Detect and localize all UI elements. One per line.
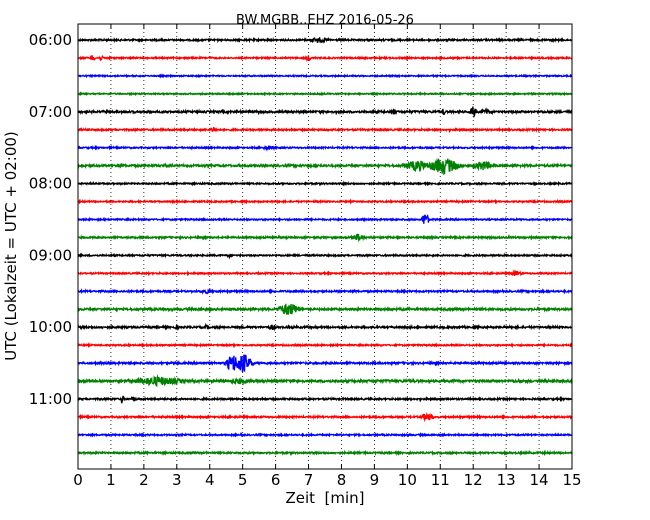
trace-0700: [77, 106, 573, 119]
trace-0900: [77, 252, 573, 260]
y-tick-label: 09:00: [29, 246, 72, 264]
y-tick-label: 10:00: [29, 318, 72, 336]
x-tick-label: 1: [106, 471, 116, 489]
x-tick-label: 5: [238, 471, 248, 489]
y-axis-label: UTC (Lokalzeit = UTC + 02:00): [2, 131, 20, 361]
x-tick-label: 8: [337, 471, 347, 489]
trace-0915: [77, 269, 573, 277]
x-tick-label: 9: [370, 471, 380, 489]
x-tick-label: 6: [271, 471, 281, 489]
x-tick-label: 15: [562, 471, 581, 489]
grid: [110, 24, 540, 469]
plot-frame: [77, 23, 573, 470]
trace-0930: [77, 288, 573, 295]
trace-0630: [77, 73, 573, 79]
trace-0600: [77, 36, 573, 44]
y-axis-ticks: 06:00 07:00 08:00 09:00 10:00 11:00: [29, 31, 572, 408]
chart-title: BW.MGBB..EHZ 2016-05-26: [236, 13, 414, 28]
x-tick-label: 10: [398, 471, 417, 489]
trace-0645: [77, 91, 573, 97]
x-tick-label: 2: [139, 471, 149, 489]
x-tick-label: 11: [431, 471, 450, 489]
trace-1130: [77, 431, 573, 438]
trace-0845: [77, 233, 573, 243]
trace-0715: [77, 126, 573, 134]
x-tick-label: 3: [172, 471, 182, 489]
trace-1115: [77, 412, 573, 423]
trace-1000: [77, 322, 573, 332]
x-tick-label: 14: [530, 471, 549, 489]
trace-1145: [77, 449, 573, 457]
trace-0830: [77, 213, 573, 224]
y-tick-label: 06:00: [29, 31, 72, 49]
x-tick-label: 13: [497, 471, 516, 489]
x-tick-label: 12: [464, 471, 483, 489]
x-tick-label: 4: [205, 471, 215, 489]
x-tick-label: 0: [73, 471, 83, 489]
trace-1030: [77, 354, 573, 373]
x-axis-ticks: 0 1 2 3 4 5 6 7 8 9 10 11 12 13 14 15: [73, 24, 582, 489]
trace-0815: [77, 198, 573, 205]
trace-1015: [77, 342, 573, 349]
trace-1100: [77, 395, 573, 405]
trace-0945: [77, 303, 573, 315]
y-tick-label: 07:00: [29, 103, 72, 121]
trace-1045: [77, 374, 573, 388]
trace-0730: [77, 144, 573, 152]
y-tick-label: 08:00: [29, 175, 72, 193]
traces: [77, 36, 573, 457]
x-axis-label: Zeit [min]: [285, 489, 364, 507]
trace-0800: [77, 180, 573, 187]
trace-0615: [77, 54, 573, 63]
x-tick-label: 7: [304, 471, 314, 489]
trace-0745: [77, 157, 573, 176]
y-tick-label: 11:00: [29, 390, 72, 408]
